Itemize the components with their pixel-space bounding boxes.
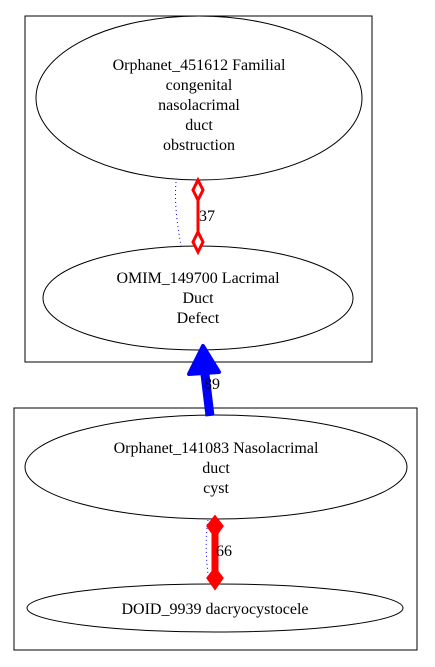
node-label-line: Orphanet_141083 Nasolacrimal bbox=[114, 440, 319, 457]
node-label-line: duct bbox=[185, 117, 213, 134]
diamond-marker bbox=[191, 228, 205, 256]
node-label-line: duct bbox=[202, 460, 230, 477]
node-orphanet-451612[interactable]: Orphanet_451612 Familial congenital naso… bbox=[35, 15, 363, 181]
diamond-marker bbox=[191, 176, 205, 204]
node-label-line: nasolacrimal bbox=[158, 97, 240, 114]
node-label-line: obstruction bbox=[163, 137, 235, 154]
edge-label: 89 bbox=[204, 376, 220, 393]
edge-451612-149700: 37 bbox=[174, 176, 215, 256]
edge-dotted-line bbox=[174, 181, 182, 247]
node-doid-9939[interactable]: DOID_9939 dacryocystocele bbox=[26, 583, 404, 633]
diamond-marker bbox=[206, 514, 224, 539]
edge-141083-9939: 66 bbox=[205, 514, 232, 591]
node-label-line: Duct bbox=[182, 290, 214, 307]
node-orphanet-141083[interactable]: Orphanet_141083 Nasolacrimal duct cyst bbox=[24, 414, 408, 520]
edge-141083-149700: 89 bbox=[187, 344, 221, 417]
edge-label: 66 bbox=[216, 543, 232, 560]
arrowhead-marker bbox=[187, 344, 221, 376]
node-label-line: cyst bbox=[203, 480, 229, 497]
cluster-bottom-box bbox=[13, 407, 418, 651]
edge-label: 37 bbox=[199, 208, 215, 225]
node-omim-149700[interactable]: OMIM_149700 Lacrimal Duct Defect bbox=[42, 245, 354, 351]
node-label-line: Orphanet_451612 Familial bbox=[113, 57, 286, 74]
diamond-marker bbox=[206, 566, 224, 591]
node-label-line: DOID_9939 dacryocystocele bbox=[121, 601, 308, 618]
node-label-line: congenital bbox=[166, 77, 233, 94]
node-label-line: Defect bbox=[177, 310, 220, 327]
node-label-line: OMIM_149700 Lacrimal bbox=[116, 270, 280, 287]
